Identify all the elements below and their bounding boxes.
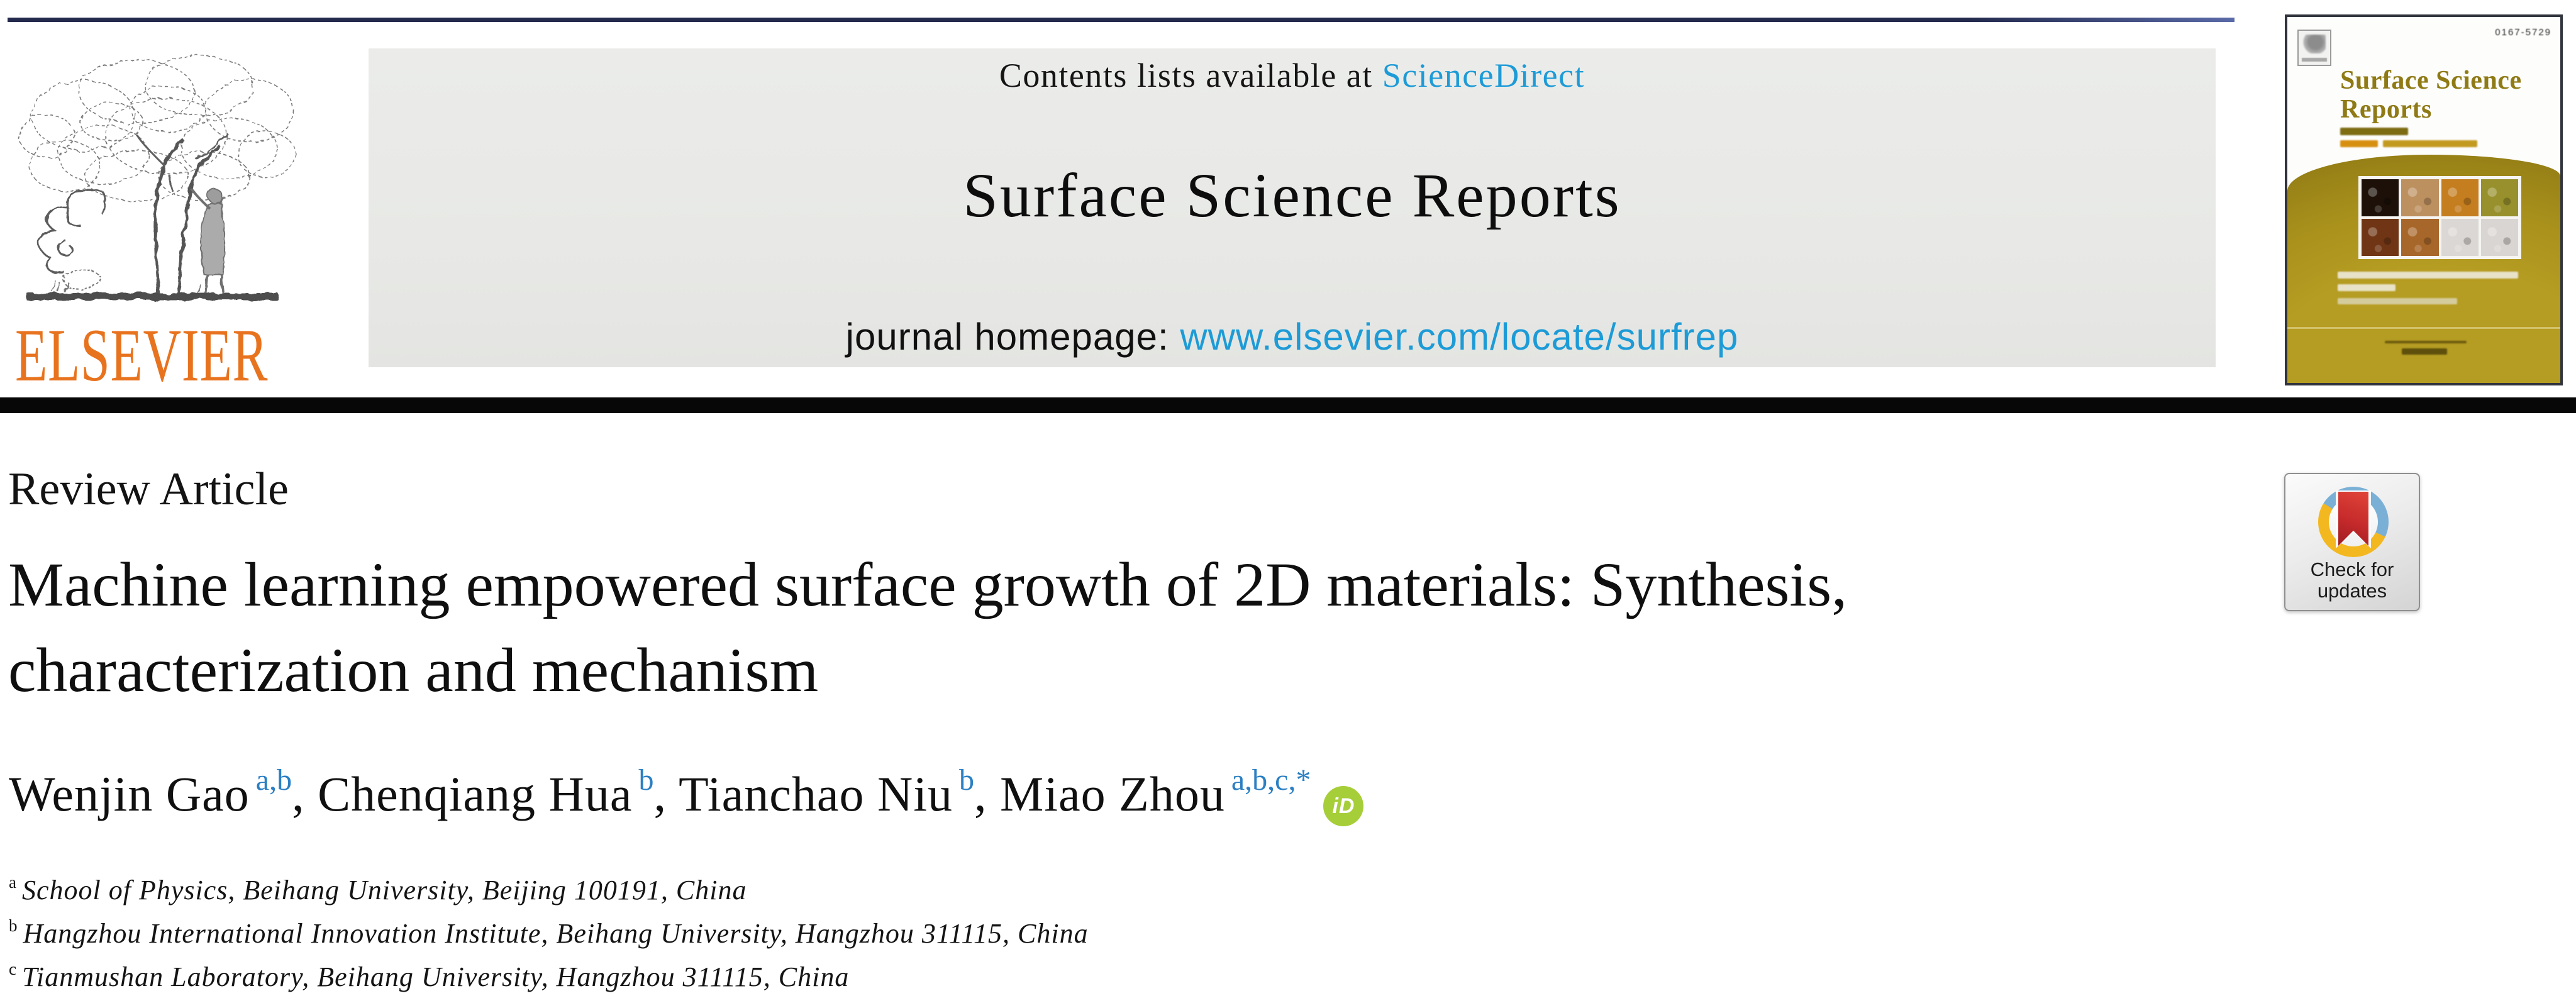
cover-title: Surface Science Reports	[2340, 66, 2522, 124]
elsevier-wordmark: ELSEVIER	[15, 313, 269, 397]
cover-thumbnail	[2401, 219, 2439, 256]
author-name: Tianchao Niu	[679, 767, 953, 821]
author-separator: ,	[974, 767, 1001, 821]
orcid-icon[interactable]: iD	[1323, 786, 1364, 826]
author-list: Wenjin Gao a,b, Chenqiang Hua b, Tianchao …	[9, 763, 1364, 826]
sciencedirect-link[interactable]: ScienceDirect	[1382, 57, 1585, 94]
cover-footer-dash	[2385, 341, 2467, 343]
cover-thumbnail	[2362, 179, 2399, 216]
author-name: Chenqiang Hua	[318, 767, 633, 821]
journal-title: Surface Science Reports	[963, 160, 1621, 230]
crossmark-label-line1: Check for	[2310, 558, 2394, 580]
contents-line: Contents lists available at ScienceDirec…	[369, 56, 2216, 95]
homepage-link[interactable]: www.elsevier.com/locate/surfrep	[1180, 316, 1739, 358]
cover-volume-bar	[2340, 140, 2378, 147]
homepage-line: journal homepage: www.elsevier.com/locat…	[369, 315, 2216, 358]
author-name: Wenjin Gao	[9, 767, 250, 821]
affiliation-row: a School of Physics, Beihang University, …	[9, 870, 1089, 914]
elsevier-logo: ELSEVIER	[8, 40, 308, 397]
journal-cover[interactable]: 0167-5729 Surface Science Reports	[2285, 14, 2563, 385]
author-superscript: a,b	[255, 763, 292, 797]
top-rule	[8, 18, 2235, 22]
cover-caption-bar-1	[2338, 272, 2518, 279]
cover-issn: 0167-5729	[2495, 27, 2551, 38]
author-superscript: b	[638, 763, 654, 797]
affiliation-superscript: c	[9, 960, 17, 978]
author-superscript: a,b,c,*	[1231, 763, 1311, 797]
affiliation-text: Hangzhou International Innovation Instit…	[23, 918, 1089, 949]
cover-thumbnail	[2480, 219, 2518, 256]
affiliation-text: School of Physics, Beihang University, B…	[21, 875, 747, 906]
gardener-figure	[190, 187, 226, 294]
crossmark-label-line2: updates	[2317, 580, 2387, 602]
cover-thumbnail	[2480, 179, 2518, 216]
affiliation-row: c Tianmushan Laboratory, Beihang Universi…	[9, 957, 1089, 1000]
masthead-banner: Contents lists available at ScienceDirec…	[369, 48, 2216, 367]
author-superscript: b	[959, 763, 975, 797]
vine	[38, 188, 107, 275]
cover-thumbnail	[2441, 179, 2479, 216]
cover-tree-icon	[2303, 35, 2326, 53]
affiliation-superscript: b	[9, 916, 18, 935]
article-title: Machine learning empowered surface growt…	[8, 550, 1848, 705]
cover-thumbnail	[2362, 219, 2399, 256]
article-type-label: Review Article	[8, 463, 289, 515]
cover-editors-bar	[2340, 128, 2408, 135]
affiliation-list: a School of Physics, Beihang University, …	[9, 870, 1089, 1000]
cover-caption-bar-3	[2338, 298, 2457, 304]
check-for-updates-badge[interactable]: Check for updates	[2284, 473, 2420, 611]
homepage-prefix: journal homepage:	[845, 316, 1180, 358]
elsevier-tree-icon	[18, 55, 296, 300]
section-divider	[0, 397, 2576, 413]
cover-thumbnail	[2441, 219, 2479, 256]
affiliation-superscript: a	[9, 873, 17, 892]
affiliation-row: b Hangzhou International Innovation Insti…	[9, 914, 1089, 957]
author-name: Miao Zhou	[1000, 767, 1225, 821]
cover-volume-bar2	[2383, 140, 2477, 147]
cover-image-grid	[2358, 176, 2521, 259]
affiliation-text: Tianmushan Laboratory, Beihang Universit…	[21, 961, 850, 992]
cover-caption-bar-2	[2338, 284, 2396, 291]
cover-elsevier-logo	[2297, 30, 2331, 66]
author-separator: ,	[653, 767, 679, 821]
cover-footer-text	[2402, 348, 2447, 355]
cover-gold-area	[2287, 155, 2560, 383]
grass	[51, 269, 208, 294]
cover-thumbnail	[2401, 179, 2439, 216]
author-separator: ,	[292, 767, 318, 821]
contents-prefix: Contents lists available at	[999, 57, 1382, 94]
cover-rule	[2287, 327, 2560, 329]
cover-logo-caption	[2302, 58, 2327, 62]
